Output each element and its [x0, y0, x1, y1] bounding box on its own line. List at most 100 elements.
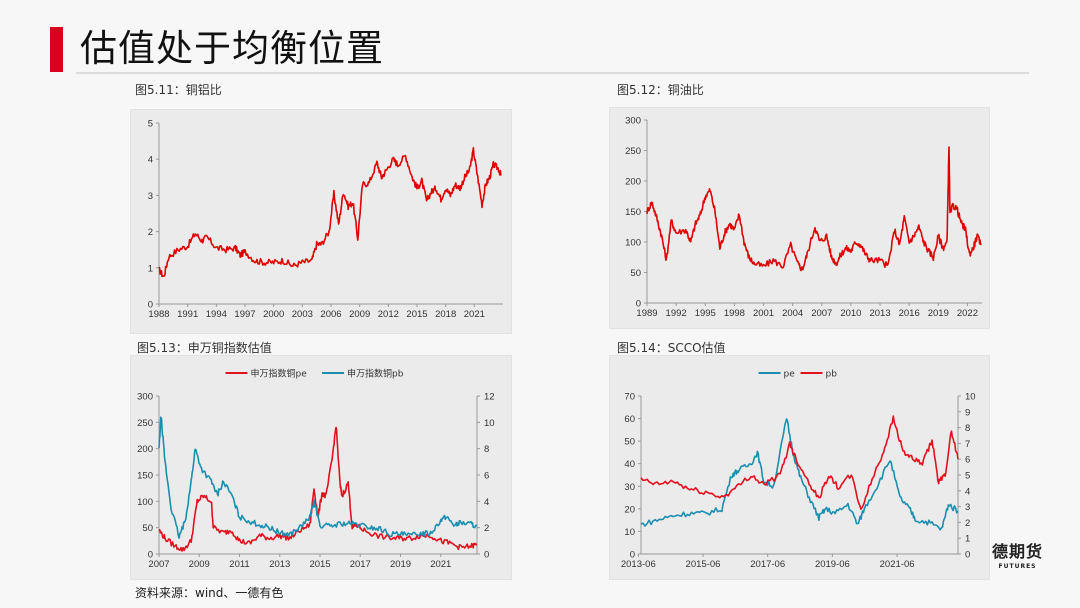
series-line-1 [640, 415, 959, 510]
svg-text:250: 250 [625, 146, 641, 157]
svg-text:0: 0 [148, 550, 153, 561]
svg-text:50: 50 [142, 523, 153, 534]
series-line-0 [158, 146, 502, 278]
svg-text:3: 3 [965, 502, 970, 513]
svg-text:4: 4 [148, 155, 153, 166]
logo-cn-text: 德期货 [992, 542, 1044, 561]
svg-text:2016: 2016 [899, 308, 920, 319]
svg-text:200: 200 [625, 177, 641, 188]
svg-text:1998: 1998 [724, 308, 745, 319]
svg-text:12: 12 [484, 392, 495, 403]
title-accent-bar [50, 27, 63, 72]
svg-text:4: 4 [965, 486, 970, 497]
svg-text:8: 8 [965, 423, 970, 434]
svg-text:申万指数铜pe: 申万指数铜pe [251, 368, 308, 380]
svg-text:5: 5 [148, 119, 153, 130]
svg-text:2018: 2018 [435, 309, 456, 320]
series-line-0 [158, 426, 478, 552]
svg-text:300: 300 [137, 392, 153, 403]
svg-text:150: 150 [625, 207, 641, 218]
svg-text:50: 50 [630, 268, 641, 279]
svg-text:2004: 2004 [782, 308, 803, 319]
svg-text:pe: pe [784, 370, 796, 380]
svg-text:2019: 2019 [928, 308, 949, 319]
svg-text:40: 40 [624, 459, 635, 470]
svg-text:2021-06: 2021-06 [880, 559, 915, 570]
chart-sw-copper-index-valuation: 0 50 100 150 200 250 300 0 2 4 6 8 10 12 2007 2009 2011 2… [130, 355, 512, 580]
svg-text:2010: 2010 [840, 308, 861, 319]
svg-text:1: 1 [965, 534, 970, 545]
chart-copper-aluminum-ratio: 0 1 2 3 4 5 1988 1991 1994 1997 2000 2003 2006 2009 20… [130, 109, 512, 334]
svg-text:6: 6 [965, 455, 970, 466]
svg-text:3: 3 [148, 191, 153, 202]
figure-caption-5-11: 图5.11：铜铝比 [135, 83, 222, 97]
svg-text:2000: 2000 [263, 309, 284, 320]
svg-text:10: 10 [965, 392, 976, 403]
svg-text:2009: 2009 [349, 309, 370, 320]
svg-text:0: 0 [636, 299, 641, 310]
svg-text:200: 200 [137, 444, 153, 455]
svg-text:20: 20 [624, 504, 635, 515]
figure-caption-5-14: 图5.14：SCCO估值 [617, 341, 726, 355]
svg-text:1997: 1997 [234, 309, 255, 320]
svg-text:2015-06: 2015-06 [686, 559, 721, 570]
svg-text:2009: 2009 [189, 559, 210, 570]
svg-text:5: 5 [965, 471, 970, 482]
svg-text:2021: 2021 [464, 309, 485, 320]
svg-text:0: 0 [148, 300, 153, 311]
svg-text:0: 0 [965, 550, 970, 561]
figure-caption-5-12: 图5.12：铜油比 [617, 83, 704, 97]
title-divider [76, 72, 1029, 74]
svg-text:8: 8 [484, 444, 489, 455]
svg-text:2022: 2022 [957, 308, 978, 319]
svg-text:2: 2 [484, 523, 489, 534]
svg-text:300: 300 [625, 116, 641, 127]
svg-text:2007: 2007 [148, 559, 169, 570]
svg-text:4: 4 [484, 497, 489, 508]
svg-text:100: 100 [137, 497, 153, 508]
svg-text:2: 2 [148, 227, 153, 238]
svg-text:10: 10 [624, 527, 635, 538]
company-logo: 德期货 FUTURES [992, 538, 1043, 570]
svg-text:2011: 2011 [229, 559, 249, 570]
svg-text:2012: 2012 [378, 309, 399, 320]
svg-text:2019-06: 2019-06 [815, 559, 850, 570]
chart-svg: 0 50 100 150 200 250 300 1989 1992 1995 1998 2001 20… [625, 116, 982, 319]
svg-text:2019: 2019 [390, 559, 411, 570]
svg-text:2001: 2001 [753, 308, 774, 319]
figure-caption-5-13: 图5.13：申万铜指数估值 [137, 341, 272, 355]
svg-text:2006: 2006 [320, 309, 341, 320]
svg-text:250: 250 [137, 418, 153, 429]
series-line-0 [640, 418, 959, 531]
svg-text:9: 9 [965, 407, 970, 418]
series-line-1 [158, 416, 478, 539]
svg-text:150: 150 [137, 471, 153, 482]
svg-text:2015: 2015 [406, 309, 427, 320]
svg-text:1989: 1989 [636, 308, 657, 319]
logo-en-text: FUTURES [998, 563, 1037, 570]
svg-text:70: 70 [624, 392, 635, 403]
data-source-note: 资料来源：wind、一德有色 [135, 586, 284, 600]
chart-svg: 0 50 100 150 200 250 300 0 2 4 6 8 10 12 2007 2009 2011 2… [137, 368, 495, 571]
svg-text:1992: 1992 [666, 308, 687, 319]
svg-text:30: 30 [624, 482, 635, 493]
svg-text:1995: 1995 [695, 308, 716, 319]
chart-copper-oil-ratio: 0 50 100 150 200 250 300 1989 1992 1995 1998 2001 20… [609, 107, 990, 329]
svg-text:0: 0 [484, 550, 489, 561]
svg-text:1: 1 [148, 263, 153, 274]
svg-text:2013: 2013 [869, 308, 890, 319]
svg-text:申万指数铜pb: 申万指数铜pb [347, 368, 404, 380]
svg-text:2003: 2003 [292, 309, 313, 320]
chart-svg: 0 1 2 3 4 5 1988 1991 1994 1997 2000 2003 2006 2009 20… [148, 119, 503, 320]
svg-text:1994: 1994 [206, 309, 227, 320]
svg-text:2021: 2021 [430, 559, 451, 570]
svg-text:2017-06: 2017-06 [750, 559, 785, 570]
svg-text:2017: 2017 [350, 559, 371, 570]
svg-text:7: 7 [965, 439, 970, 450]
svg-text:10: 10 [484, 418, 495, 429]
svg-text:0: 0 [630, 550, 635, 561]
chart-svg: 0 10 20 30 40 50 60 70 0 1 2 3 4 5 6 7 8 9 10 2013-06 2015-0… [621, 370, 976, 571]
svg-text:pb: pb [826, 370, 838, 380]
series-line-0 [646, 146, 982, 272]
svg-text:1988: 1988 [148, 309, 169, 320]
